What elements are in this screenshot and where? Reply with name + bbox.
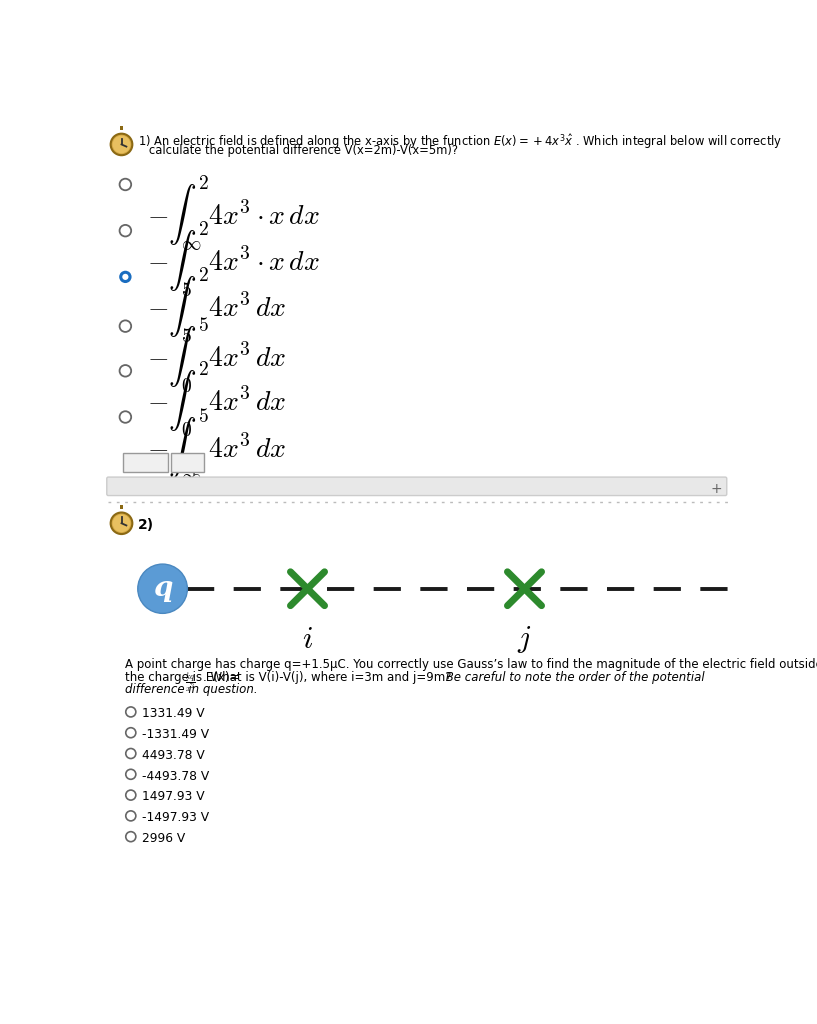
Text: +: + xyxy=(711,482,722,497)
Circle shape xyxy=(110,512,132,535)
Circle shape xyxy=(119,270,132,283)
Text: $-\int_{0}^{2} 4x^3\,dx$: $-\int_{0}^{2} 4x^3\,dx$ xyxy=(147,360,287,438)
Text: A point charge has charge q=+1.5μC. You correctly use Gauss’s law to find the ma: A point charge has charge q=+1.5μC. You … xyxy=(125,658,817,671)
Text: Help: Help xyxy=(174,463,201,475)
FancyBboxPatch shape xyxy=(123,454,168,472)
Text: -1497.93 V: -1497.93 V xyxy=(142,811,209,824)
Text: 2996 V: 2996 V xyxy=(142,833,185,845)
Text: 2): 2) xyxy=(138,518,154,531)
Text: calculate the potential difference V(x=2m)-V(x=5m)?: calculate the potential difference V(x=2… xyxy=(138,143,458,157)
Text: 1497.93 V: 1497.93 V xyxy=(142,791,205,804)
Circle shape xyxy=(138,564,187,613)
Text: $-\int_{5}^{2} 4x^3 \cdot x\,dx$: $-\int_{5}^{2} 4x^3 \cdot x\,dx$ xyxy=(147,220,319,298)
Text: $\frac{kq}{x^2}$: $\frac{kq}{x^2}$ xyxy=(185,671,196,694)
Text: 1331.49 V: 1331.49 V xyxy=(142,708,205,720)
Text: $-\int_{0}^{5} 4x^3\,dx$: $-\int_{0}^{5} 4x^3\,dx$ xyxy=(147,315,287,393)
Text: $i$: $i$ xyxy=(302,625,313,655)
Circle shape xyxy=(110,134,132,156)
Bar xyxy=(120,126,123,130)
Text: q: q xyxy=(153,575,172,602)
Text: -4493.78 V: -4493.78 V xyxy=(142,770,210,782)
Text: Submit: Submit xyxy=(124,463,167,475)
Text: $-\int_{\infty}^{2} 4x^3 \cdot x\,dx$: $-\int_{\infty}^{2} 4x^3 \cdot x\,dx$ xyxy=(147,174,319,252)
Text: $-\int_{5}^{2} 4x^3\,dx$: $-\int_{5}^{2} 4x^3\,dx$ xyxy=(147,266,287,344)
Text: Be careful to note the order of the potential: Be careful to note the order of the pote… xyxy=(441,671,704,684)
Text: 1) An electric field is defined along the x-axis by the function $E(x) = +4x^3\h: 1) An electric field is defined along th… xyxy=(138,132,782,152)
FancyBboxPatch shape xyxy=(171,454,203,472)
Text: $-\int_{\infty}^{5} 4x^3\,dx$: $-\int_{\infty}^{5} 4x^3\,dx$ xyxy=(147,407,287,484)
Text: . What is V(i)-V(j), where i=3m and j=9m?: . What is V(i)-V(j), where i=3m and j=9m… xyxy=(203,671,451,684)
Text: 4493.78 V: 4493.78 V xyxy=(142,749,205,762)
FancyBboxPatch shape xyxy=(107,477,727,496)
Text: the charge is E(x)=: the charge is E(x)= xyxy=(125,671,239,684)
Text: difference in question.: difference in question. xyxy=(125,683,258,696)
Text: -1331.49 V: -1331.49 V xyxy=(142,728,209,741)
Circle shape xyxy=(113,514,131,532)
Bar xyxy=(120,505,123,509)
Circle shape xyxy=(113,135,131,154)
Circle shape xyxy=(123,273,128,280)
Text: $j$: $j$ xyxy=(517,625,532,655)
